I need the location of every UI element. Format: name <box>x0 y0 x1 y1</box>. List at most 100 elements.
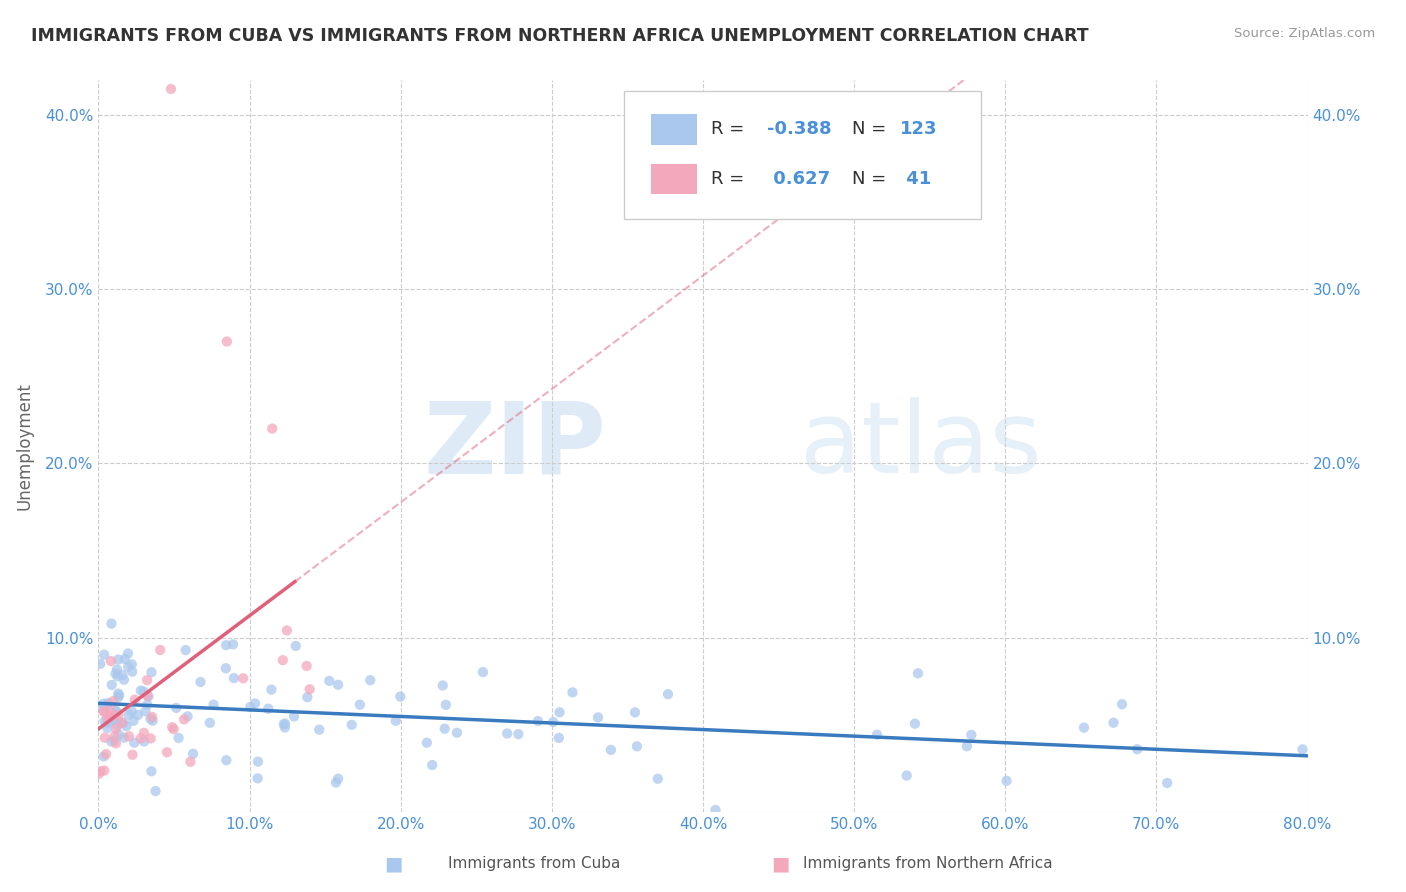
Point <box>93 714 115 728</box>
Point <box>112 731 135 745</box>
Point <box>104 704 127 718</box>
Text: ■: ■ <box>770 854 790 873</box>
Point <box>276 624 298 638</box>
Point <box>262 421 284 435</box>
Point <box>246 772 269 786</box>
Point <box>527 714 550 728</box>
Point <box>103 733 125 747</box>
Point <box>1156 776 1178 790</box>
Point <box>89 657 111 671</box>
Point <box>222 637 245 651</box>
Point <box>97 696 120 710</box>
Point <box>328 678 350 692</box>
Point <box>215 334 238 349</box>
Text: -0.388: -0.388 <box>768 120 832 138</box>
Point <box>107 686 129 700</box>
Text: R =: R = <box>711 170 751 188</box>
Point <box>271 653 294 667</box>
Point <box>115 719 138 733</box>
Point <box>94 747 117 761</box>
Point <box>866 728 889 742</box>
Point <box>547 731 569 745</box>
Point <box>326 772 349 786</box>
Point <box>222 671 245 685</box>
Point <box>283 709 305 723</box>
Point <box>904 716 927 731</box>
Point <box>416 736 439 750</box>
Point <box>389 690 412 704</box>
Point <box>108 689 131 703</box>
Point <box>446 725 468 739</box>
Point <box>308 723 330 737</box>
Point <box>100 616 122 631</box>
Text: N =: N = <box>852 170 891 188</box>
Point <box>190 675 212 690</box>
Point <box>136 673 159 688</box>
Point <box>198 715 221 730</box>
Point <box>117 707 139 722</box>
Point <box>1102 715 1125 730</box>
Point <box>246 755 269 769</box>
Point <box>127 708 149 723</box>
Point <box>93 705 115 719</box>
Text: 41: 41 <box>900 170 931 188</box>
Point <box>432 678 454 692</box>
Point <box>139 731 162 746</box>
Point <box>93 697 115 711</box>
Point <box>647 772 669 786</box>
Point <box>104 666 127 681</box>
Text: ■: ■ <box>384 854 404 873</box>
Point <box>318 673 340 688</box>
Point <box>89 701 111 715</box>
Point <box>132 726 155 740</box>
Point <box>160 82 183 96</box>
Point <box>141 665 163 680</box>
Point <box>215 753 238 767</box>
Text: 0.627: 0.627 <box>768 170 830 188</box>
Point <box>274 716 297 731</box>
Point <box>96 711 118 725</box>
Point <box>107 652 129 666</box>
Point <box>541 714 564 729</box>
Point <box>96 698 118 713</box>
Text: 123: 123 <box>900 120 938 138</box>
Point <box>243 697 266 711</box>
Point <box>1291 742 1313 756</box>
FancyBboxPatch shape <box>651 163 697 194</box>
Point <box>100 734 122 748</box>
Point <box>600 743 623 757</box>
Point <box>896 768 918 782</box>
Point <box>359 673 381 688</box>
Point <box>104 736 127 750</box>
Point <box>165 701 187 715</box>
Point <box>657 687 679 701</box>
Point <box>384 714 406 728</box>
Point <box>624 706 647 720</box>
Point <box>93 648 115 662</box>
Text: Immigrants from Cuba: Immigrants from Cuba <box>449 856 620 871</box>
Point <box>118 729 141 743</box>
Point <box>94 731 117 745</box>
Point <box>103 714 125 728</box>
Point <box>105 713 128 727</box>
Point <box>561 685 583 699</box>
Point <box>434 698 457 712</box>
Point <box>117 647 139 661</box>
Point <box>129 731 152 746</box>
Point <box>112 673 135 687</box>
Point <box>101 694 124 708</box>
Point <box>297 690 319 705</box>
Point <box>98 709 121 723</box>
Point <box>96 721 118 735</box>
Point <box>274 721 297 735</box>
Point <box>117 660 139 674</box>
Point <box>239 700 262 714</box>
Point <box>90 764 112 778</box>
Point <box>100 709 122 723</box>
Point <box>907 666 929 681</box>
Point <box>105 722 128 736</box>
Point <box>107 690 129 705</box>
Point <box>179 755 201 769</box>
Point <box>98 710 121 724</box>
Point <box>103 729 125 743</box>
